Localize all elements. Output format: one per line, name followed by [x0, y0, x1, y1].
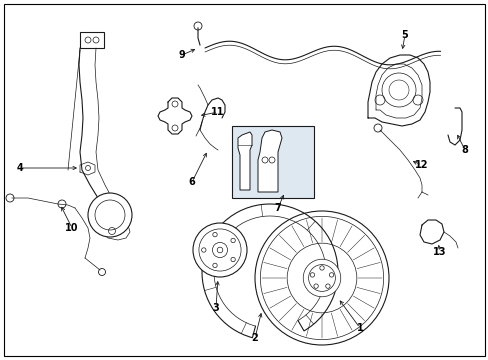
Text: 9: 9 — [178, 50, 185, 60]
Text: 8: 8 — [461, 145, 468, 155]
Text: 4: 4 — [17, 163, 23, 173]
Text: 10: 10 — [65, 223, 79, 233]
Circle shape — [88, 193, 132, 237]
Text: 3: 3 — [212, 303, 219, 313]
Polygon shape — [258, 130, 282, 192]
Text: 13: 13 — [432, 247, 446, 257]
Bar — [80, 32, 104, 48]
Polygon shape — [238, 132, 251, 190]
Text: 5: 5 — [401, 30, 407, 40]
Circle shape — [193, 223, 246, 277]
Circle shape — [199, 229, 241, 271]
Text: 11: 11 — [211, 107, 224, 117]
Text: 6: 6 — [188, 177, 195, 187]
Circle shape — [303, 259, 340, 297]
Text: 12: 12 — [414, 160, 428, 170]
Text: 7: 7 — [274, 203, 281, 213]
Text: 2: 2 — [251, 333, 258, 343]
Bar — [231, 126, 313, 198]
Text: 1: 1 — [356, 323, 363, 333]
